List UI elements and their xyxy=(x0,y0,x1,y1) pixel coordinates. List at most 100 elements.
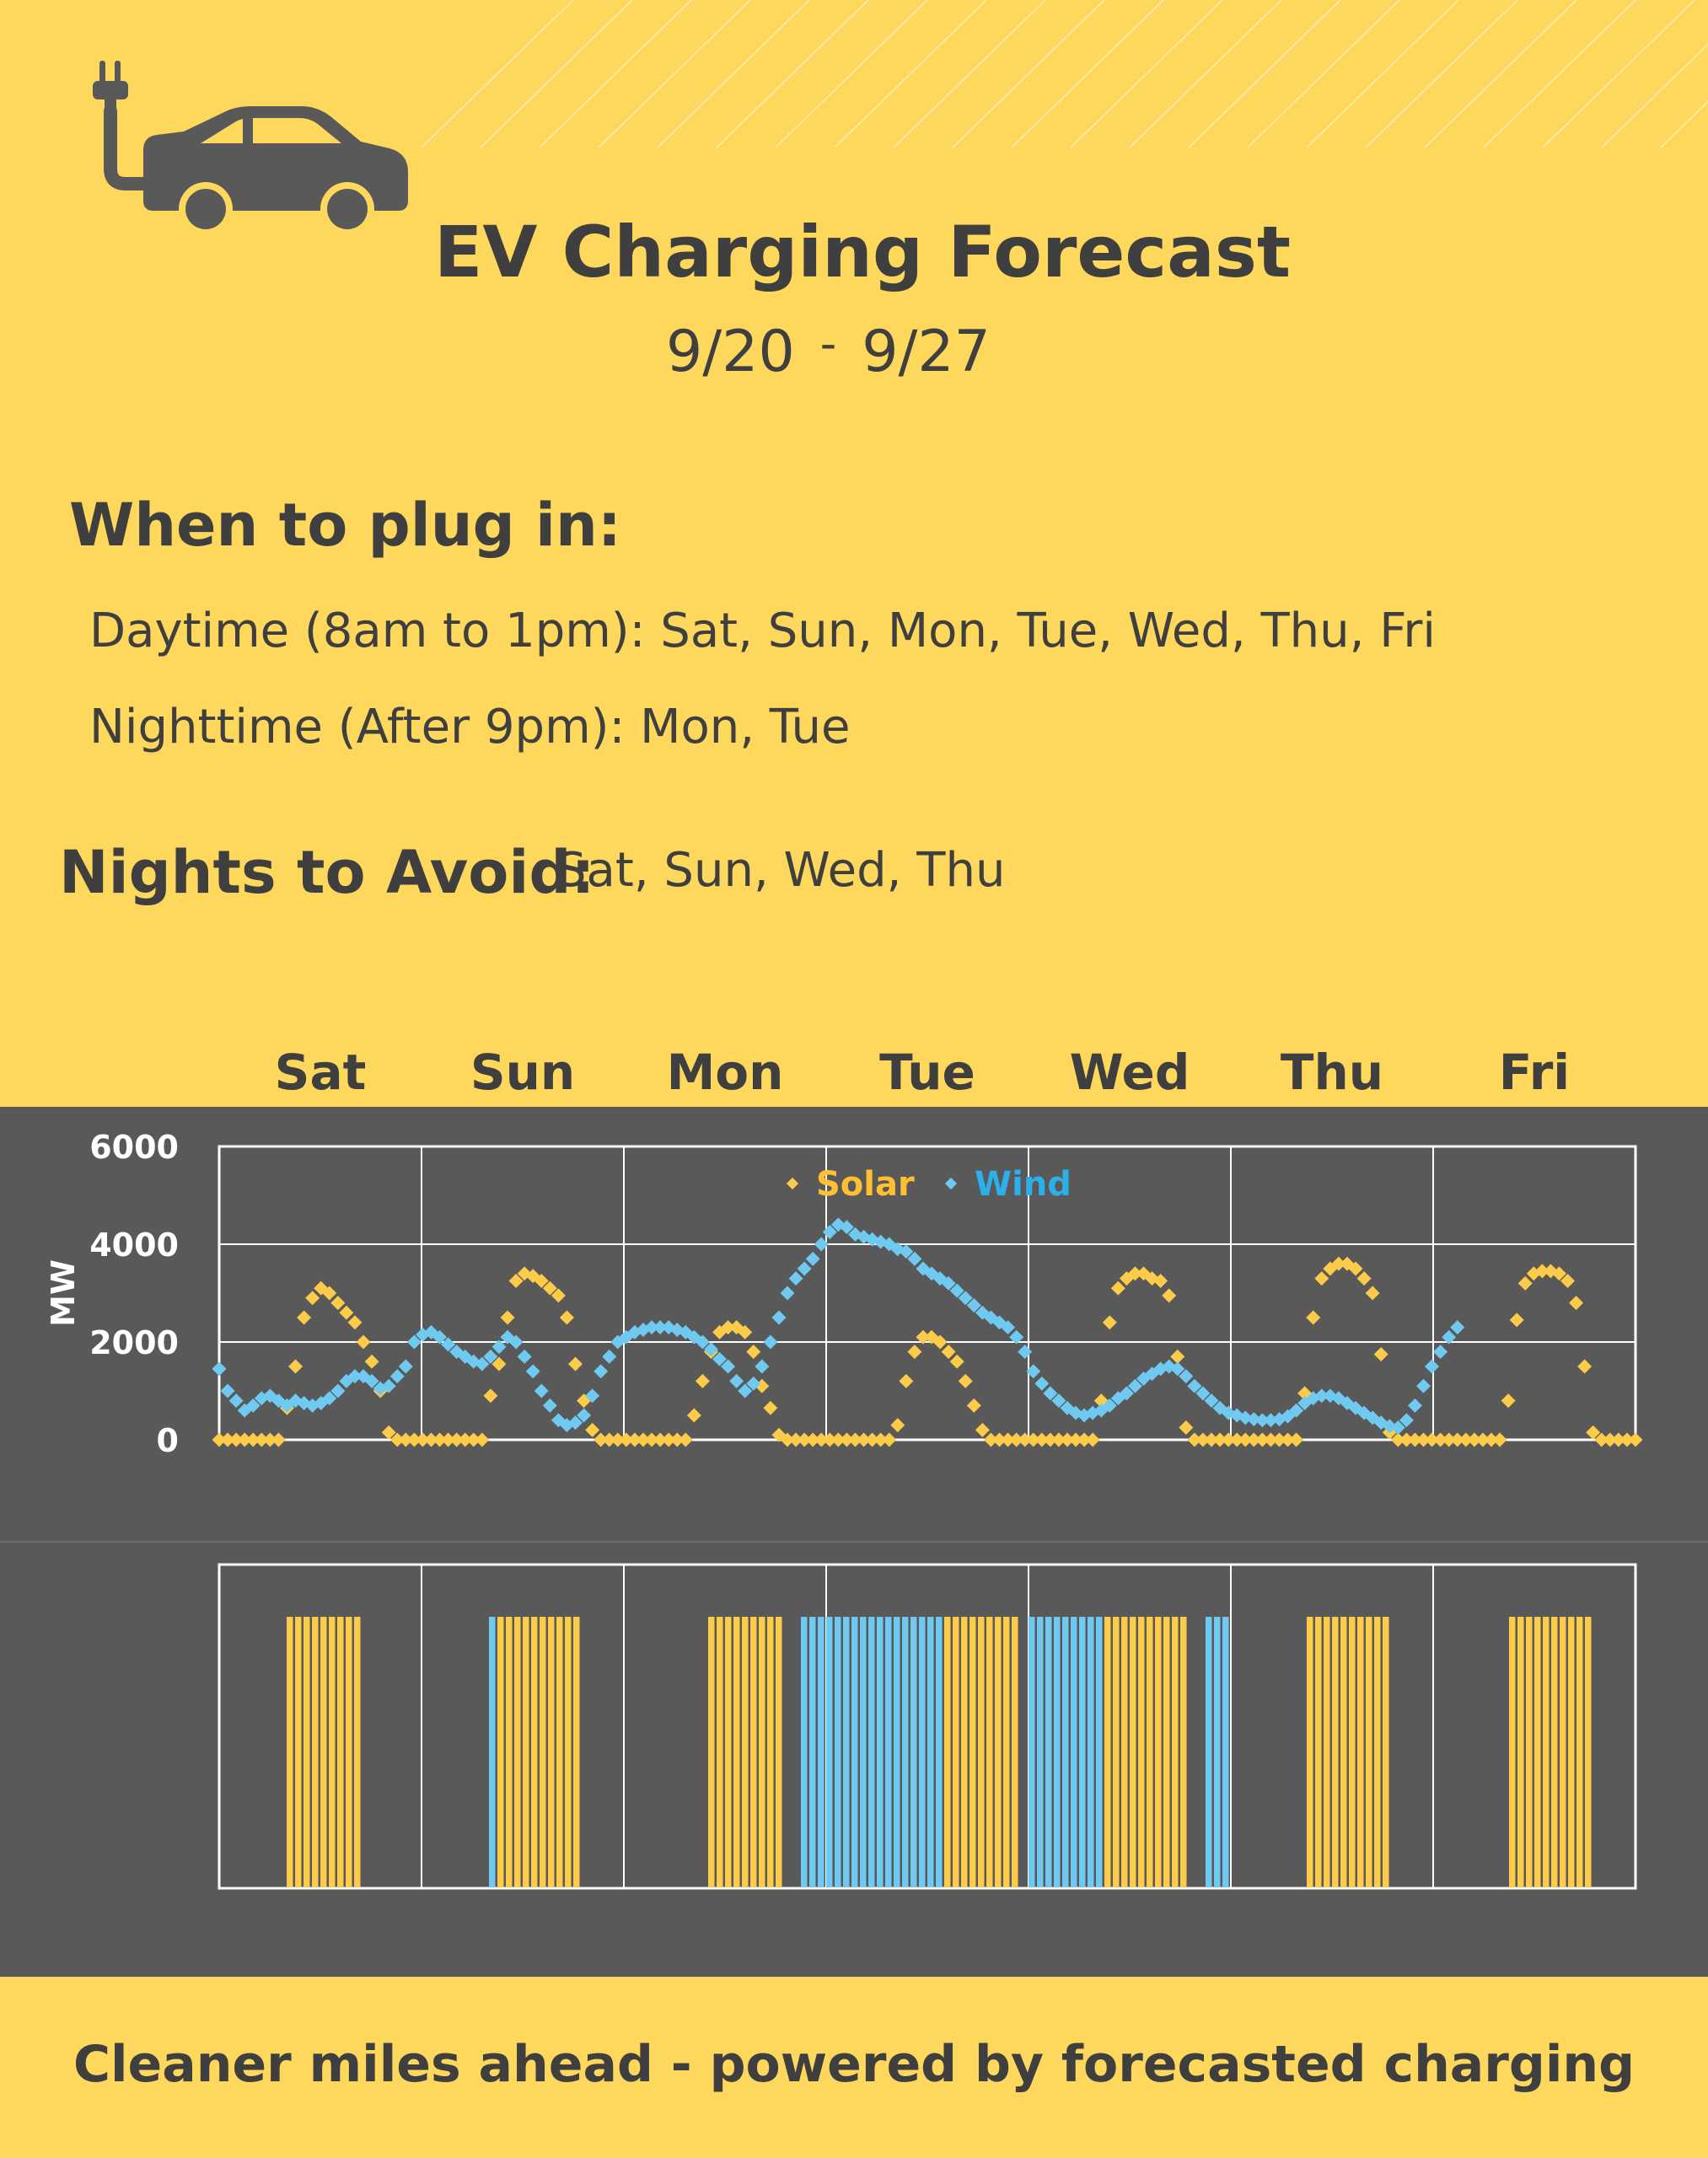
solar-point xyxy=(1560,1274,1576,1288)
solar-point xyxy=(449,1432,465,1447)
solar-charging-bar xyxy=(1568,1617,1575,1887)
solar-point xyxy=(1179,1420,1194,1435)
solar-point xyxy=(678,1432,693,1447)
wind-point xyxy=(1263,1413,1278,1428)
wind-charging-bar xyxy=(868,1617,875,1887)
solar-charging-bar xyxy=(1003,1617,1010,1887)
solar-charging-bar xyxy=(1130,1617,1136,1887)
solar-point xyxy=(661,1432,676,1447)
wind-point xyxy=(483,1349,498,1364)
wind-point xyxy=(822,1225,837,1239)
solar-point xyxy=(466,1432,481,1447)
solar-point xyxy=(686,1408,701,1423)
wind-charging-bar xyxy=(885,1617,892,1887)
plot-frame xyxy=(218,1145,1637,1441)
decorative-hatch xyxy=(421,0,1708,148)
wind-charging-bar xyxy=(1088,1617,1094,1887)
nighttime-recommendation: Nighttime (After 9pm): Mon, Tue xyxy=(89,700,851,754)
wind-charging-bar xyxy=(1054,1617,1061,1887)
avoid-heading: Nights to Avoid: xyxy=(59,838,595,907)
solar-charging-bar xyxy=(759,1617,765,1887)
day-label-sat: Sat xyxy=(274,1044,367,1101)
solar-charging-bar xyxy=(1332,1617,1339,1887)
solar-point xyxy=(1467,1432,1482,1447)
wind-point xyxy=(1018,1345,1033,1360)
solar-point xyxy=(890,1418,905,1433)
wind-point xyxy=(746,1376,761,1391)
solar-point xyxy=(644,1432,659,1447)
solar-point xyxy=(1450,1432,1465,1447)
solar-point xyxy=(746,1345,761,1360)
hatch-line xyxy=(598,0,751,148)
legend-label-solar: Solar xyxy=(816,1165,915,1204)
solar-point xyxy=(839,1432,854,1447)
solar-point xyxy=(483,1388,498,1404)
wind-point xyxy=(525,1364,540,1379)
solar-point xyxy=(1009,1432,1024,1447)
generation-scatter-chart: 0 2000 4000 6000 MW Solar Wind xyxy=(45,1129,1643,1459)
solar-charging-bar xyxy=(1180,1617,1187,1887)
solar-charging-bar xyxy=(1155,1617,1162,1887)
solar-charging-bar xyxy=(725,1617,732,1887)
solar-point xyxy=(1331,1256,1346,1271)
wind-point xyxy=(1195,1386,1211,1401)
solar-point xyxy=(1289,1432,1304,1447)
wind-charging-bar xyxy=(919,1617,926,1887)
solar-point xyxy=(788,1432,803,1447)
wind-point xyxy=(1450,1320,1465,1335)
wind-charging-bar xyxy=(1214,1617,1221,1887)
solar-point xyxy=(1425,1432,1440,1447)
wind-charging-bar xyxy=(927,1617,934,1887)
wind-point xyxy=(797,1261,812,1276)
solar-charging-bar xyxy=(708,1617,715,1887)
wind-point xyxy=(729,1373,744,1388)
solar-charging-bar xyxy=(1121,1617,1128,1887)
solar-charging-bar xyxy=(1315,1617,1322,1887)
solar-charging-bar xyxy=(733,1617,740,1887)
solar-charging-bar xyxy=(346,1617,352,1887)
solar-point xyxy=(610,1432,626,1447)
wind-charging-bar xyxy=(826,1617,833,1887)
solar-point xyxy=(594,1432,609,1447)
solar-charging-bar xyxy=(1576,1617,1583,1887)
wind-charging-bar xyxy=(1096,1617,1103,1887)
wind-charging-bar xyxy=(851,1617,858,1887)
solar-point xyxy=(1577,1359,1593,1374)
solar-point xyxy=(1212,1432,1227,1447)
wind-charging-bar xyxy=(1045,1617,1052,1887)
hatch-line xyxy=(421,0,574,148)
solar-point xyxy=(1254,1432,1270,1447)
solar-point xyxy=(1628,1432,1643,1447)
hatch-line xyxy=(539,0,692,148)
solar-point xyxy=(500,1310,515,1325)
solar-point xyxy=(1442,1432,1457,1447)
y-axis-label: MW xyxy=(45,1259,82,1327)
hatch-line xyxy=(1542,0,1695,148)
hatch-line xyxy=(1011,0,1164,148)
hatch-line xyxy=(657,0,810,148)
wind-point xyxy=(389,1369,405,1384)
solar-point xyxy=(805,1432,820,1447)
hatch-line xyxy=(1483,0,1636,148)
solar-point xyxy=(1390,1432,1405,1447)
solar-point xyxy=(882,1432,897,1447)
hatch-line xyxy=(893,0,1046,148)
solar-charging-bar xyxy=(312,1617,319,1887)
solar-point xyxy=(1433,1432,1448,1447)
solar-point xyxy=(1586,1425,1601,1440)
day-label-mon: Mon xyxy=(666,1044,784,1101)
solar-charging-bar xyxy=(750,1617,757,1887)
solar-point xyxy=(916,1329,931,1345)
solar-point xyxy=(830,1432,846,1447)
solar-point xyxy=(339,1305,354,1320)
solar-charging-bar xyxy=(540,1617,546,1887)
solar-point xyxy=(271,1432,286,1447)
solar-point xyxy=(958,1373,973,1388)
solar-point xyxy=(1551,1266,1566,1281)
date-separator: - xyxy=(819,317,837,370)
solar-point xyxy=(1281,1432,1296,1447)
solar-point xyxy=(1077,1432,1092,1447)
solar-point xyxy=(814,1432,829,1447)
solar-point xyxy=(1356,1271,1372,1286)
solar-point xyxy=(627,1432,642,1447)
